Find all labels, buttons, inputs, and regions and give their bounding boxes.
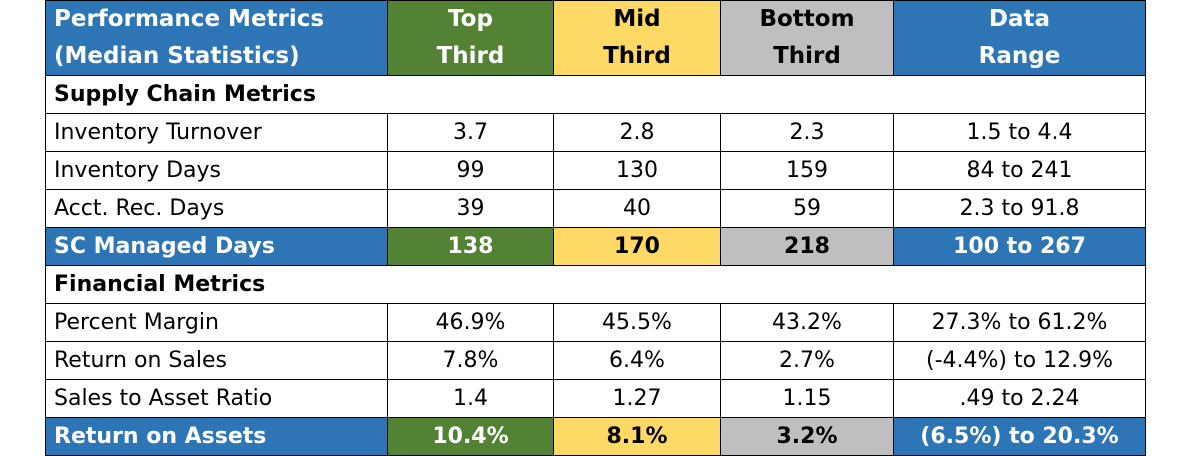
data-cell: 1.27: [553, 379, 721, 418]
data-cell: 59: [720, 189, 894, 228]
summary-cell: 218: [720, 227, 894, 266]
data-cell: 6.4%: [553, 341, 721, 380]
section-title: Financial Metrics: [45, 265, 1146, 304]
data-cell: 1.5 to 4.4: [893, 113, 1146, 152]
data-cell: 3.7: [387, 113, 554, 152]
summary-cell: 3.2%: [720, 417, 894, 456]
data-cell: 46.9%: [387, 303, 554, 342]
header-text: Third: [603, 43, 671, 69]
data-cell: 43.2%: [720, 303, 894, 342]
data-cell: 27.3% to 61.2%: [893, 303, 1146, 342]
data-cell: 7.8%: [387, 341, 554, 380]
data-cell: 159: [720, 151, 894, 190]
data-cell: 2.3: [720, 113, 894, 152]
data-cell: Percent Margin: [45, 303, 388, 342]
section-title: Supply Chain Metrics: [45, 75, 1146, 114]
header-text: Range: [978, 43, 1061, 69]
header-cell: Bottom Third: [720, 0, 894, 76]
data-cell: 39: [387, 189, 554, 228]
header-cell: Performance Metrics (Median Statistics): [45, 0, 388, 76]
data-cell: 40: [553, 189, 721, 228]
data-cell: 1.4: [387, 379, 554, 418]
header-cell: Top Third: [387, 0, 554, 76]
data-cell: (-4.4%) to 12.9%: [893, 341, 1146, 380]
data-cell: 99: [387, 151, 554, 190]
header-text: (Median Statistics): [54, 43, 300, 69]
metrics-table: Performance Metrics (Median Statistics) To…: [45, 0, 1146, 456]
summary-cell: SC Managed Days: [45, 227, 388, 266]
data-cell: Inventory Days: [45, 151, 388, 190]
header-text: Third: [773, 43, 841, 69]
header-text: Data: [988, 6, 1051, 32]
header-cell: Data Range: [893, 0, 1146, 76]
summary-cell: 10.4%: [387, 417, 554, 456]
header-text: Top: [448, 6, 493, 32]
data-cell: 130: [553, 151, 721, 190]
data-cell: 2.3 to 91.8: [893, 189, 1146, 228]
summary-cell: 138: [387, 227, 554, 266]
data-cell: 2.7%: [720, 341, 894, 380]
data-cell: Return on Sales: [45, 341, 388, 380]
header-text: Third: [436, 43, 505, 69]
header-text: Performance Metrics: [54, 6, 325, 32]
summary-cell: 8.1%: [553, 417, 721, 456]
data-cell: 45.5%: [553, 303, 721, 342]
data-cell: .49 to 2.24: [893, 379, 1146, 418]
summary-cell: (6.5%) to 20.3%: [893, 417, 1146, 456]
data-cell: 84 to 241: [893, 151, 1146, 190]
header-text: Bottom: [759, 6, 855, 32]
data-cell: Acct. Rec. Days: [45, 189, 388, 228]
summary-cell: 100 to 267: [893, 227, 1146, 266]
data-cell: 1.15: [720, 379, 894, 418]
header-cell: Mid Third: [553, 0, 721, 76]
header-text: Mid: [613, 6, 661, 32]
data-cell: Sales to Asset Ratio: [45, 379, 388, 418]
data-cell: 2.8: [553, 113, 721, 152]
summary-cell: Return on Assets: [45, 417, 388, 456]
data-cell: Inventory Turnover: [45, 113, 388, 152]
summary-cell: 170: [553, 227, 721, 266]
